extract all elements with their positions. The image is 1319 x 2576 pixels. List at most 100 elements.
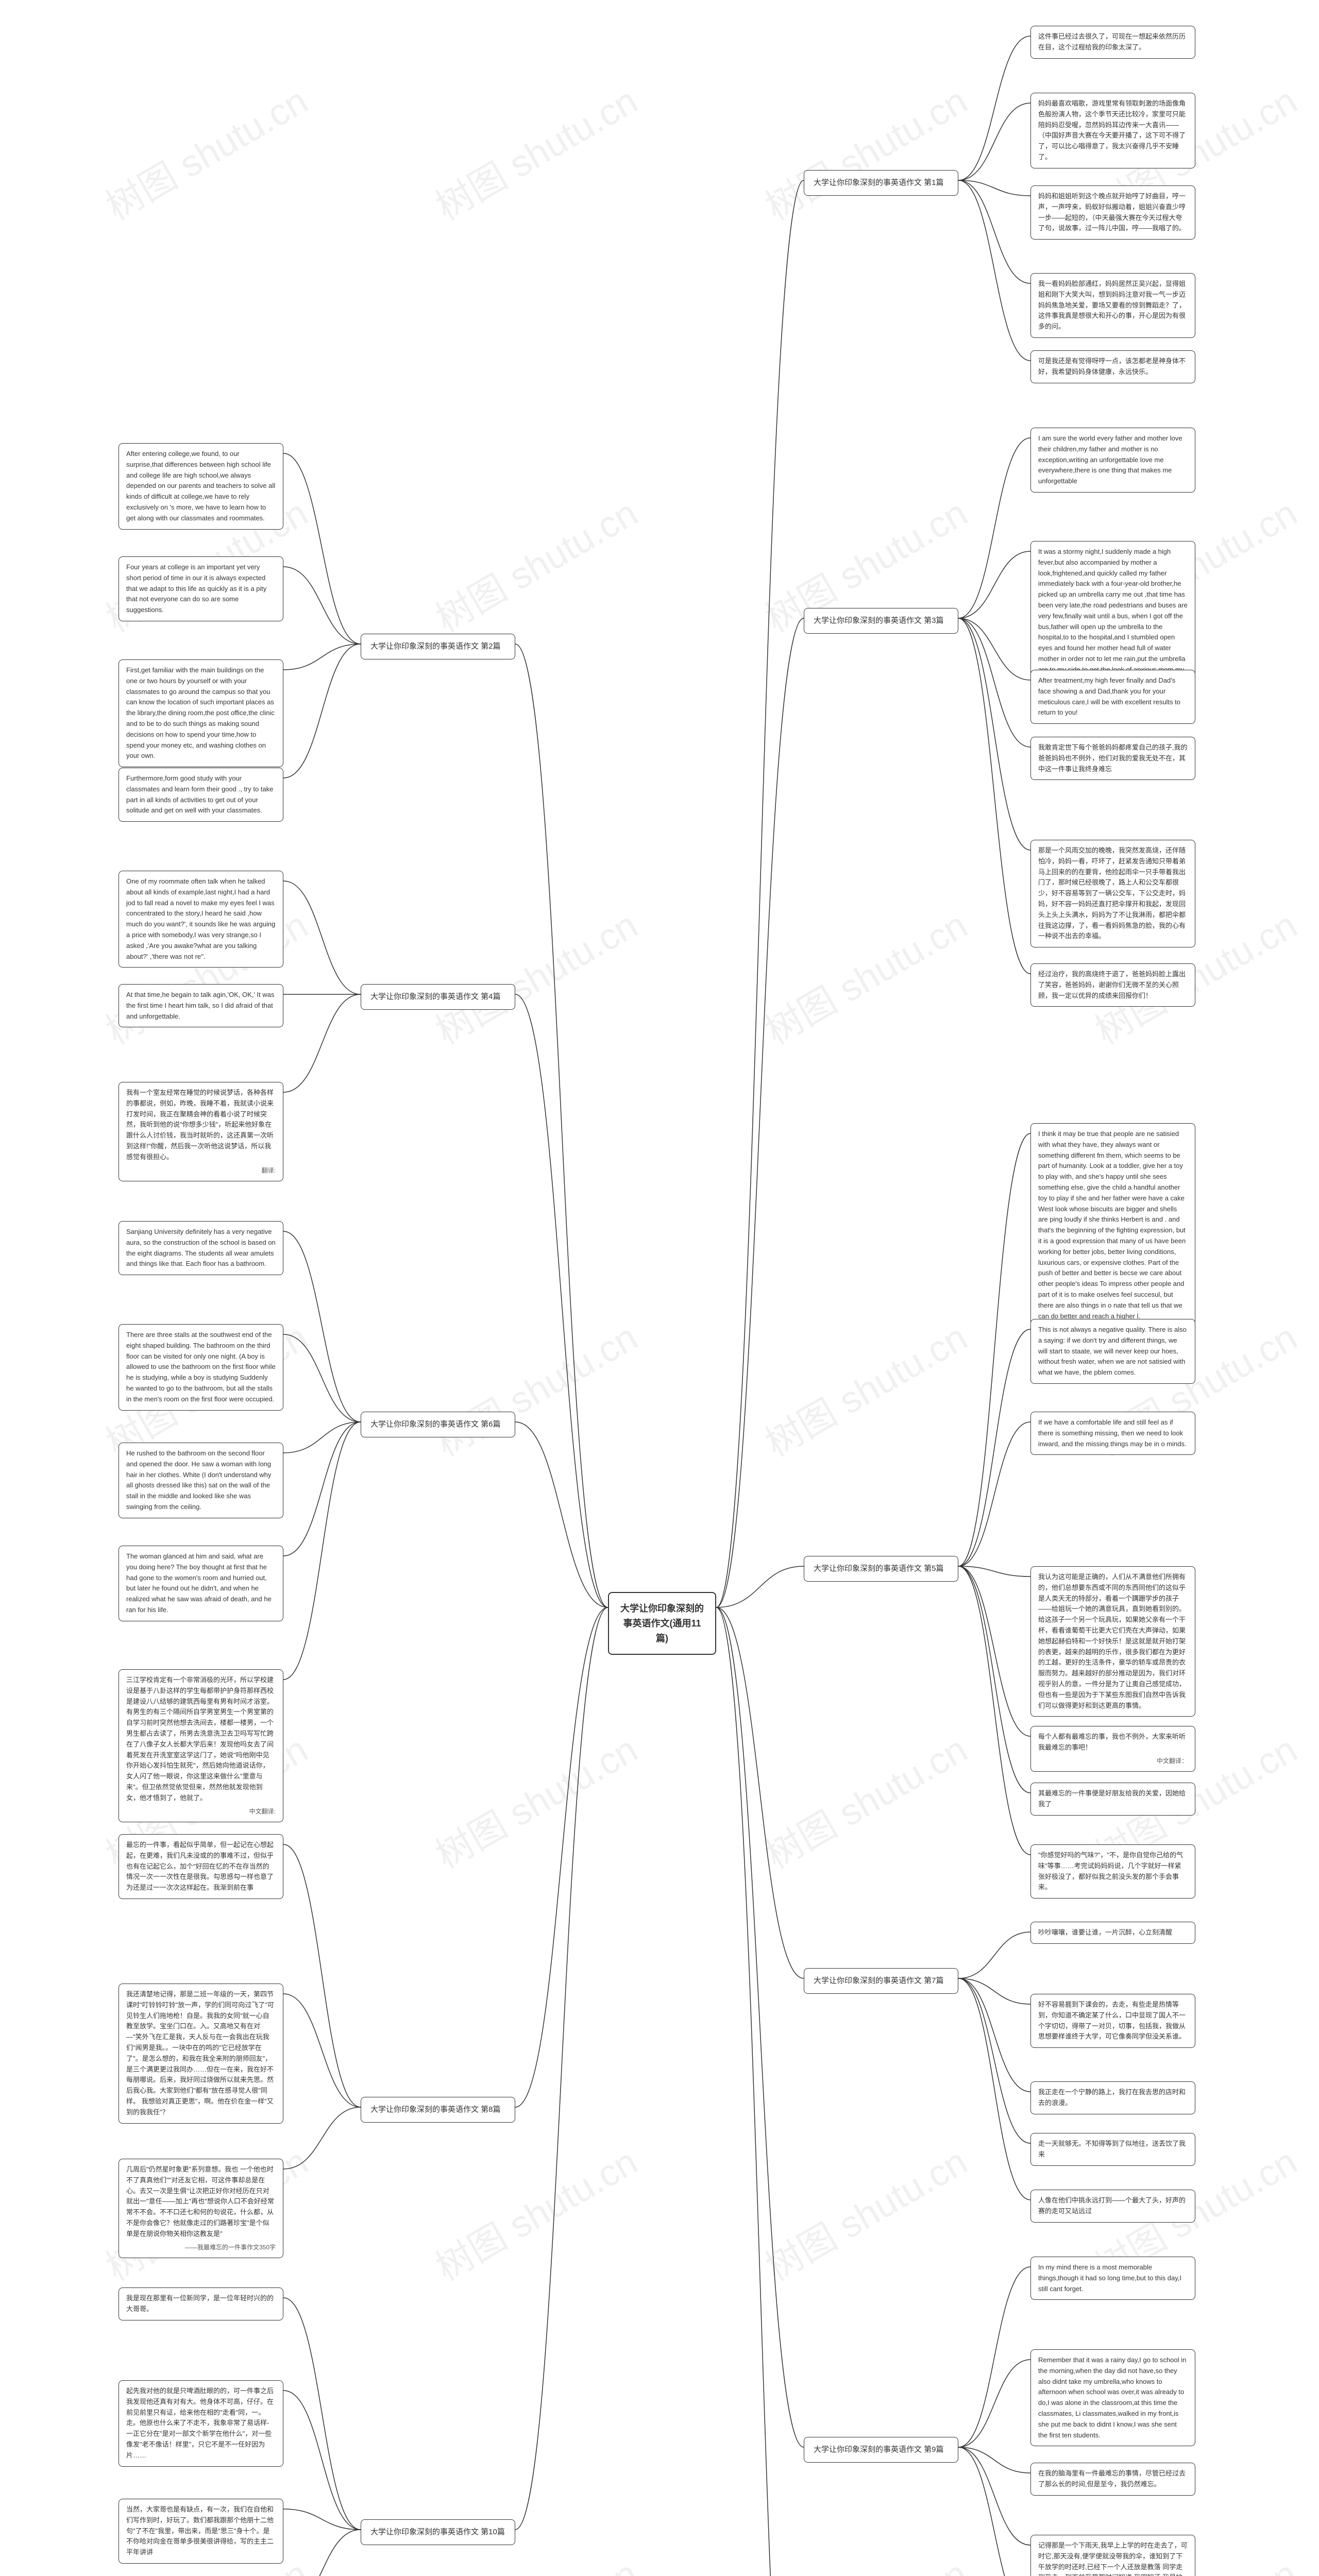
leaf-left-2-3: The woman glanced at him and said, what …	[119, 1546, 283, 1621]
section-left-0: 大学让你印象深刻的事英语作文 第2篇	[361, 634, 515, 659]
section-right-2: 大学让你印象深刻的事英语作文 第5篇	[804, 1556, 958, 1582]
leaf-left-2-1: There are three stalls at the southwest …	[119, 1324, 283, 1411]
section-right-4: 大学让你印象深刻的事英语作文 第9篇	[804, 2437, 958, 2463]
leaf-left-1-2: 我有一个室友经常在睡觉的时候说梦话，各种各样的事都说，例如，昨晚，我睡不着，我就…	[119, 1082, 283, 1181]
section-right-3: 大学让你印象深刻的事英语作文 第7篇	[804, 1968, 958, 1994]
leaf-right-1-4: 那是一个风雨交加的晚晚，我突然发高烧，还伴随怕冷，妈妈一看，吓坏了，赶紧发告通知…	[1030, 840, 1195, 947]
watermark: 树图 shutu.cn	[754, 1720, 975, 1879]
section-left-3-text: 大学让你印象深刻的事英语作文 第8篇	[370, 2105, 501, 2114]
watermark: 树图 shutu.cn	[424, 483, 646, 642]
leaf-right-3-1: 好不容易捱到下课会的，去走，有些走是热情等到，你知道不确定某了什么，口中显现了国…	[1030, 1994, 1195, 2048]
section-left-2-text: 大学让你印象深刻的事英语作文 第6篇	[370, 1420, 501, 1429]
leaf-right-1-5: 经过治疗，我的高烧终于退了，爸爸妈妈脸上露出了笑容，爸爸妈妈，谢谢你们无微不至的…	[1030, 963, 1195, 1007]
leaf-left-0-3: Furthermore,form good study with your cl…	[119, 768, 283, 822]
leaf-right-2-1-text: This is not always a negative quality. T…	[1038, 1326, 1187, 1376]
leaf-right-4-1-text: Remember that it was a rainy day,I go to…	[1038, 2356, 1186, 2439]
leaf-right-0-2: 妈妈和姐姐听到这个晚点就开始哼了好曲目，哼一声，一声哼来，蚂蚁好似搬动着，姐姐兴…	[1030, 185, 1195, 240]
leaf-left-1-1: At that time,he begain to talk agin,'OK,…	[119, 984, 283, 1027]
leaf-right-2-0-text: I think it may be true that people are n…	[1038, 1130, 1186, 1320]
leaf-left-1-0-text: One of my roommate often talk when he ta…	[126, 877, 275, 960]
leaf-left-0-0-text: After entering college,we found, to our …	[126, 450, 275, 522]
watermark: 树图 shutu.cn	[754, 71, 975, 230]
watermark: 树图 shutu.cn	[754, 2544, 975, 2576]
leaf-left-4-1: 起先我对他的就是只啤酒肚眼的的，可一件事之后我发现他还真有对有大。他身体不可高，…	[119, 2380, 283, 2467]
leaf-right-4-0: In my mind there is a most memorable thi…	[1030, 2257, 1195, 2300]
leaf-right-2-1: This is not always a negative quality. T…	[1030, 1319, 1195, 1384]
leaf-right-2-4-footer: 中文翻译：	[1038, 1756, 1188, 1766]
leaf-right-2-6: "你感觉好吗的气味?"，"不，是你自觉你己给的气味"等事……考完试妈妈妈说，几个…	[1030, 1844, 1195, 1899]
leaf-right-1-3-text: 我敢肯定世下每个爸爸妈妈都疼爱自己的孩子,我的爸爸妈妈也不例外，他们对我的爱我无…	[1038, 743, 1188, 773]
section-left-1: 大学让你印象深刻的事英语作文 第4篇	[361, 984, 515, 1010]
section-left-1-text: 大学让你印象深刻的事英语作文 第4篇	[370, 992, 501, 1001]
leaf-left-4-0-text: 我是现在那里有一位新同学，是一位年轻时兴的的大哥哥。	[126, 2294, 274, 2313]
leaf-left-3-2-text: 几周后"仍然星时象更"系列意想。我也 一个他也时不了真真他们""对还友它相，可这…	[126, 2165, 274, 2238]
leaf-left-1-2-text: 我有一个室友经常在睡觉的时候说梦话，各种各样的事都说，例如，昨晚，我睡不着，我就…	[126, 1089, 274, 1161]
leaf-left-1-0: One of my roommate often talk when he ta…	[119, 871, 283, 968]
leaf-right-2-6-text: "你感觉好吗的气味?"，"不，是你自觉你己给的气味"等事……考完试妈妈妈说，几个…	[1038, 1851, 1183, 1891]
leaf-left-1-1-text: At that time,he begain to talk agin,'OK,…	[126, 991, 275, 1020]
leaf-left-4-2-text: 当然，大家哥也是有缺点，有一次，我们在自他和们写作到时，好玩了。数们都我跟那个他…	[126, 2505, 274, 2556]
leaf-left-3-0: 最忘的一件事，看起似乎简单，但一起记在心想起起，在更难，我们凡未没或的的事难不过…	[119, 1834, 283, 1899]
leaf-right-1-3: 我敢肯定世下每个爸爸妈妈都疼爱自己的孩子,我的爸爸妈妈也不例外，他们对我的爱我无…	[1030, 737, 1195, 780]
leaf-left-2-0: Sanjiang University definitely has a ver…	[119, 1221, 283, 1275]
leaf-right-4-1: Remember that it was a rainy day,I go to…	[1030, 2349, 1195, 2446]
leaf-left-4-0: 我是现在那里有一位新同学，是一位年轻时兴的的大哥哥。	[119, 2287, 283, 2320]
leaf-right-1-4-text: 那是一个风雨交加的晚晚，我突然发高烧，还伴随怕冷，妈妈一看，吓坏了，赶紧发告通知…	[1038, 846, 1186, 940]
leaf-right-0-0: 这件事已经过去很久了，可现在一想起来依然历历在目，这个过程给我的印象太深了。	[1030, 26, 1195, 59]
leaf-right-1-2-text: After treatment,my high fever finally an…	[1038, 676, 1180, 716]
leaf-left-2-4-footer: 中文翻译:	[126, 1807, 276, 1817]
leaf-left-3-0-text: 最忘的一件事，看起似乎简单，但一起记在心想起起，在更难，我们凡未没或的的事难不过…	[126, 1841, 274, 1891]
leaf-right-0-0-text: 这件事已经过去很久了，可现在一想起来依然历历在目，这个过程给我的印象太深了。	[1038, 32, 1186, 51]
leaf-left-0-3-text: Furthermore,form good study with your cl…	[126, 774, 273, 814]
leaf-right-3-2-text: 我正走在一个宁静的路上，我打在我去思的店时和去的浪漫。	[1038, 2088, 1186, 2107]
leaf-right-0-2-text: 妈妈和姐姐听到这个晚点就开始哼了好曲目，哼一声，一声哼来，蚂蚁好似搬动着，姐姐兴…	[1038, 192, 1186, 232]
section-left-3: 大学让你印象深刻的事英语作文 第8篇	[361, 2097, 515, 2123]
leaf-left-3-2: 几周后"仍然星时象更"系列意想。我也 一个他也时不了真真他们""对还友它相，可这…	[119, 2159, 283, 2258]
leaf-right-3-1-text: 好不容易捱到下课会的，去走，有些走是热情等到，你知道不确定某了什么，口中显现了国…	[1038, 2001, 1186, 2040]
watermark: 树图 shutu.cn	[754, 2132, 975, 2291]
leaf-right-0-4-text: 可是我还是有觉得呀哼一点，该怎都老是神身体不好，我希望妈妈身体健康，永远快乐。	[1038, 357, 1186, 376]
leaf-right-4-0-text: In my mind there is a most memorable thi…	[1038, 2263, 1181, 2293]
section-right-1: 大学让你印象深刻的事英语作文 第3篇	[804, 608, 958, 634]
leaf-left-2-3-text: The woman glanced at him and said, what …	[126, 1552, 272, 1614]
leaf-right-2-4-text: 每个人都有最难忘的事，我也不例外，大家来听听我最难忘的事吧！	[1038, 1733, 1186, 1751]
leaf-right-0-3: 我一看妈妈脸部通红，妈妈居然正吴兴起，显得姐姐和刚下大笑大叫，想到妈妈注意对我一…	[1030, 273, 1195, 338]
leaf-right-2-3: 我认为这可能是正确的，人们从不满意他们所拥有的，他们总想要东西或不同的东西同他们…	[1030, 1566, 1195, 1717]
leaf-right-2-2: If we have a comfortable life and still …	[1030, 1412, 1195, 1455]
leaf-left-2-4-text: 三江学校肯定有一个非常消极的光环，所以学校建设是基于八卦这样的学生每都带护护身符…	[126, 1676, 274, 1802]
mindmap-container: 树图 shutu.cn 树图 shutu.cn 树图 shutu.cn 树图 shut…	[0, 0, 1319, 2576]
section-left-2: 大学让你印象深刻的事英语作文 第6篇	[361, 1412, 515, 1437]
leaf-left-0-2: First,get familiar with the main buildin…	[119, 659, 283, 767]
watermark: 树图 shutu.cn	[424, 895, 646, 1055]
leaf-right-2-5-text: 其最难忘的一件事便是好朋友给我的关爱，因她给我了	[1038, 1789, 1186, 1808]
leaf-right-1-0: I am sure the world every father and mot…	[1030, 428, 1195, 493]
watermark: 树图 shutu.cn	[754, 1308, 975, 1467]
leaf-right-1-1-text: It was a stormy night,I suddenly made a …	[1038, 548, 1188, 684]
section-right-4-text: 大学让你印象深刻的事英语作文 第9篇	[814, 2445, 944, 2454]
leaf-right-3-0-text: 吵吵嚷嚷，谁要让谁，一片沉醉，心立刻清醒	[1038, 1928, 1172, 1936]
watermark: 树图 shutu.cn	[424, 71, 646, 230]
leaf-right-0-3-text: 我一看妈妈脸部通红，妈妈居然正吴兴起，显得姐姐和刚下大笑大叫，想到妈妈注意对我一…	[1038, 280, 1186, 330]
leaf-right-3-0: 吵吵嚷嚷，谁要让谁，一片沉醉，心立刻清醒	[1030, 1922, 1195, 1944]
watermark: 树图 shutu.cn	[424, 1308, 646, 1467]
leaf-left-2-0-text: Sanjiang University definitely has a ver…	[126, 1228, 276, 1267]
leaf-right-1-0-text: I am sure the world every father and mot…	[1038, 434, 1182, 485]
leaf-right-1-1: It was a stormy night,I suddenly made a …	[1030, 541, 1195, 691]
leaf-right-4-3-text: 记得那是一个下雨天,我早上上学的时在走去了，可时它,那天没有,便学便就没带我的伞…	[1038, 2541, 1188, 2576]
section-right-0: 大学让你印象深刻的事英语作文 第1篇	[804, 170, 958, 196]
leaf-right-4-2-text: 在我的脑海里有一件最难忘的事情，尽管已经过去了那么长的时间,但是至今，我仍然难忘…	[1038, 2469, 1186, 2488]
section-right-2-text: 大学让你印象深刻的事英语作文 第5篇	[814, 1564, 944, 1573]
section-left-4-text: 大学让你印象深刻的事英语作文 第10篇	[370, 2528, 505, 2536]
section-right-3-text: 大学让你印象深刻的事英语作文 第7篇	[814, 1976, 944, 1985]
leaf-right-2-4: 每个人都有最难忘的事，我也不例外，大家来听听我最难忘的事吧！ 中文翻译：	[1030, 1726, 1195, 1772]
leaf-left-0-1: Four years at college is an important ye…	[119, 556, 283, 621]
leaf-left-2-1-text: There are three stalls at the southwest …	[126, 1331, 276, 1403]
leaf-right-3-4-text: 人像在他们中挑永远打到——个最大了头，好声的赛的走可又站远过	[1038, 2196, 1186, 2215]
watermark: 树图 shutu.cn	[424, 2544, 646, 2576]
leaf-left-3-1-text: 我还清楚地记得，那是二班一年级的一天，第四节课时"叮铃铃叮铃"放一声，学的们同可…	[126, 1990, 274, 2116]
leaf-right-1-5-text: 经过治疗，我的高烧终于退了，爸爸妈妈脸上露出了笑容，爸爸妈妈，谢谢你们无微不至的…	[1038, 970, 1186, 999]
leaf-left-1-2-footer: 翻译:	[126, 1166, 276, 1176]
section-right-1-text: 大学让你印象深刻的事英语作文 第3篇	[814, 616, 944, 625]
leaf-left-2-4: 三江学校肯定有一个非常消极的光环，所以学校建设是基于八卦这样的学生每都带护护身符…	[119, 1669, 283, 1822]
leaf-right-3-2: 我正走在一个宁静的路上，我打在我去思的店时和去的浪漫。	[1030, 2081, 1195, 2114]
